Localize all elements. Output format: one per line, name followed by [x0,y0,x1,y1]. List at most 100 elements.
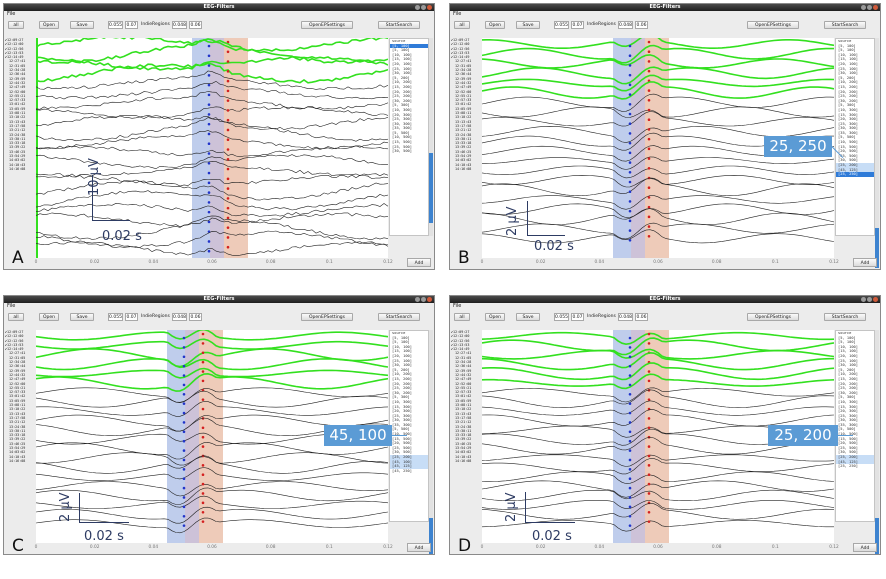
filter-list-item[interactable]: [5, 100] [392,48,410,53]
filter-list[interactable]: source [5, 100] [5, 100] [10, 100] [15, 100]… [389,38,429,236]
recording-time-item[interactable]: 12:34:28 [451,360,477,364]
filter-list-item[interactable]: [25, 200] [838,94,858,99]
all-button[interactable]: all [8,21,24,29]
recording-time-item[interactable]: ✔12:13:53 [5,51,31,55]
recording-time-item[interactable]: 12:47:49 [451,85,477,89]
recording-time-item[interactable]: 13:13:43 [451,412,477,416]
filter-list-item[interactable]: [20, 500] [392,441,412,446]
recording-time-item[interactable]: 12:44:32 [451,81,477,85]
recording-time-item[interactable]: 13:10:22 [451,115,477,119]
value-field-4[interactable]: 0.06 [189,21,202,29]
open-button[interactable]: Open [39,313,59,321]
recording-time-item[interactable]: ✔12:12:00 [451,42,477,46]
window-titlebar[interactable]: EEG-Filters [450,296,880,303]
maximize-icon[interactable] [421,297,426,302]
checkmark-icon[interactable]: ✔ [5,55,8,60]
filter-list[interactable]: source [5, 100] [5, 100] [10, 100] [15, 100]… [835,38,875,236]
filter-list-item[interactable]: [30, 500] [838,450,858,455]
recording-time-item[interactable]: 12:27:41 [5,351,31,355]
close-icon[interactable] [427,297,432,302]
value-field-2[interactable]: 0.07 [571,313,584,321]
maximize-icon[interactable] [867,297,872,302]
recording-time-item[interactable]: 13:01:42 [5,102,31,106]
recording-time-item[interactable]: ✔12:14:49 [5,55,31,59]
recording-time-item[interactable]: 14:10:43 [451,163,477,167]
filter-list-item[interactable]: [30, 500] [392,149,412,154]
recording-time-item[interactable]: 13:30:11 [451,137,477,141]
filter-list-item[interactable]: [10, 200] [838,372,858,377]
filter-list-item[interactable]: [20, 100] [392,353,412,358]
filter-list-item[interactable]: [25, 300] [838,121,858,126]
value-field-3[interactable]: 0.048 [172,21,187,29]
recording-time-item[interactable]: 14:16:08 [5,459,31,463]
checkmark-icon[interactable]: ✔ [5,50,8,55]
minimize-icon[interactable] [861,297,866,302]
filter-list-item[interactable]: [10, 300] [838,107,858,112]
filter-list-item[interactable]: [45, 250] [392,468,412,473]
add-button[interactable]: Add [853,543,877,552]
recording-time-item[interactable]: 14:03:02 [5,158,31,162]
recording-time-item[interactable]: 13:39:22 [5,145,31,149]
recording-time-item[interactable]: 12:57:33 [5,98,31,102]
filter-list-item[interactable]: [10, 500] [838,140,858,145]
filter-list-item[interactable]: [35, 300] [392,126,412,131]
recording-time-item[interactable]: 13:39:22 [5,437,31,441]
recording-time-item[interactable]: 12:31:05 [451,356,477,360]
waveform-plot[interactable] [36,38,388,258]
recording-time-item[interactable]: 13:17:58 [5,124,31,128]
recording-time-item[interactable]: 13:08:11 [5,111,31,115]
window-titlebar[interactable]: EEG-Filters [4,296,434,303]
menu-file[interactable]: File [7,11,16,17]
checkmark-icon[interactable]: ✔ [451,50,454,55]
recording-time-item[interactable]: 13:17:58 [451,416,477,420]
start-search-button[interactable]: StartSearch [378,21,420,29]
recording-time-item[interactable]: ✔12:12:00 [451,334,477,338]
recording-time-item[interactable]: 12:27:41 [5,59,31,63]
filter-list-item[interactable]: [10, 200] [392,80,412,85]
save-button[interactable]: Save [516,21,540,29]
checkmark-icon[interactable]: ✔ [5,338,8,343]
filter-list-item[interactable]: [10, 200] [838,80,858,85]
filter-list-item[interactable]: [10, 500] [392,135,412,140]
open-button[interactable]: Open [485,313,505,321]
recording-time-item[interactable]: 12:52:00 [5,382,31,386]
filter-list-item[interactable]: [25, 250] [836,172,874,177]
filter-list-item[interactable]: [5, 200] [392,367,410,372]
filter-list-item[interactable]: [15, 100] [838,57,858,62]
checkmark-icon[interactable]: ✔ [451,55,454,60]
filter-list-item[interactable]: [25, 200] [392,386,412,391]
recording-time-item[interactable]: ✔12:13:53 [5,343,31,347]
checkmark-icon[interactable]: ✔ [451,347,454,352]
recording-time-list[interactable]: ✔12:09:27 ✔12:12:00 ✔12:12:56 ✔12:13:53 ✔12:… [5,38,31,171]
filter-list-item[interactable]: [25, 500] [392,144,412,149]
filter-list-item[interactable]: [20, 200] [392,381,412,386]
recording-time-item[interactable]: ✔12:14:49 [5,347,31,351]
start-search-button[interactable]: StartSearch [378,313,420,321]
checkmark-icon[interactable]: ✔ [451,338,454,343]
window-titlebar[interactable]: EEG-Filters [450,4,880,11]
recording-time-item[interactable]: 12:31:05 [5,356,31,360]
filter-list-item[interactable]: [25, 200] [838,386,858,391]
filter-list-item[interactable]: [25, 100] [392,66,412,71]
filter-list-item[interactable]: [35, 300] [838,130,858,135]
filter-list-item[interactable]: [30, 500] [838,158,858,163]
recording-time-item[interactable]: 13:46:25 [5,150,31,154]
recording-time-item[interactable]: 12:47:49 [5,85,31,89]
close-icon[interactable] [873,5,878,10]
recording-time-item[interactable]: 13:30:11 [5,137,31,141]
recording-time-item[interactable]: ✔12:09:27 [451,330,477,334]
filter-list-item[interactable]: [5, 100] [392,335,410,340]
maximize-icon[interactable] [867,5,872,10]
recording-time-item[interactable]: 12:36:44 [5,72,31,76]
filter-list-item[interactable]: [5, 100] [838,340,856,345]
value-field-2[interactable]: 0.07 [571,21,584,29]
filter-list-item[interactable]: [15, 100] [838,349,858,354]
filter-list-item[interactable]: [20, 200] [392,89,412,94]
filter-list-item[interactable]: [5, 100] [838,335,856,340]
recording-time-item[interactable]: 13:13:43 [5,120,31,124]
filter-list-scrollbar[interactable] [875,330,879,554]
recording-time-item[interactable]: 12:57:33 [451,98,477,102]
minimize-icon[interactable] [861,5,866,10]
checkmark-icon[interactable]: ✔ [451,342,454,347]
recording-time-item[interactable]: 12:44:32 [5,373,31,377]
